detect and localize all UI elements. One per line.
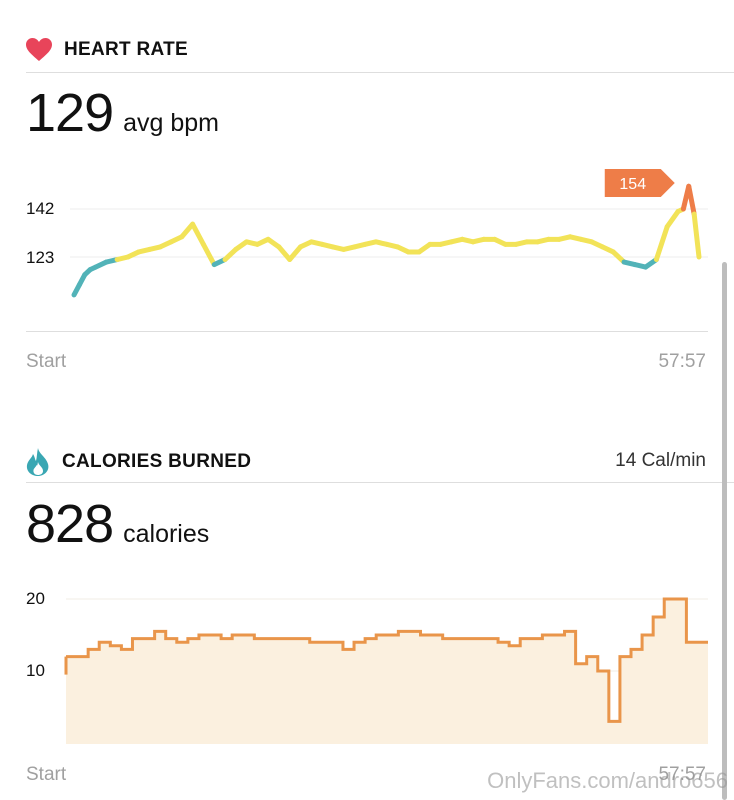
calories-summary: 828 calories xyxy=(26,493,209,555)
hr-baseline xyxy=(26,331,708,332)
cal-x-end: 57:57 xyxy=(658,764,706,785)
hr-line-segment xyxy=(686,183,697,217)
heart-rate-chart: 154 xyxy=(70,169,708,298)
calories-header: CALORIES BURNED xyxy=(26,448,251,476)
hr-line-segment xyxy=(276,244,293,263)
calories-total-unit: calories xyxy=(123,520,210,548)
heart-rate-avg-unit: avg bpm xyxy=(123,109,219,137)
heart-icon xyxy=(26,38,52,61)
hr-peak-marker: 154 xyxy=(604,169,675,197)
hr-peak-label: 154 xyxy=(619,176,646,193)
hr-y-tick-142: 142 xyxy=(26,199,55,218)
hr-x-start: Start xyxy=(26,351,67,372)
hr-line-segment xyxy=(691,211,702,260)
hr-line-segment xyxy=(664,209,681,230)
heart-rate-header: HEART RATE xyxy=(26,38,188,62)
calories-divider xyxy=(26,482,734,483)
hr-y-tick-123: 123 xyxy=(26,248,55,267)
hr-line-segment xyxy=(653,224,670,263)
calories-total-value: 828 xyxy=(26,494,114,554)
calories-title: CALORIES BURNED xyxy=(62,451,252,472)
heart-rate-title: HEART RATE xyxy=(64,39,189,60)
flame-icon xyxy=(26,448,49,476)
heart-rate-divider xyxy=(26,72,734,73)
hr-line-segment xyxy=(287,244,303,263)
cal-step-line xyxy=(66,597,708,723)
cal-x-start: Start xyxy=(26,764,67,785)
heart-rate-summary: 129 avg bpm xyxy=(26,82,219,144)
scrollbar[interactable] xyxy=(722,262,727,800)
cal-y-tick-10: 10 xyxy=(26,661,45,680)
heart-rate-avg-value: 129 xyxy=(26,83,114,143)
hr-line-segment xyxy=(179,221,196,240)
hr-x-end: 57:57 xyxy=(658,351,706,372)
hr-line-segment xyxy=(200,241,217,268)
hr-line-segment xyxy=(190,221,206,247)
cal-y-tick-20: 20 xyxy=(26,589,45,608)
watermark-text: OnlyFans.com/andro656 xyxy=(487,768,728,793)
calories-rate: 14 Cal/min xyxy=(615,450,706,471)
hr-peak-tag xyxy=(604,169,675,197)
